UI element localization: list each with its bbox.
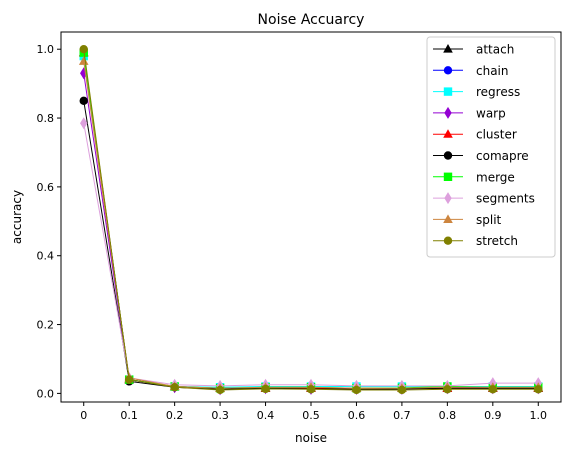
legend-label: stretch (476, 234, 518, 248)
chart-title: Noise Accuarcy (258, 12, 365, 28)
legend-label: merge (476, 170, 515, 184)
data-point-stretch (534, 385, 543, 394)
series-stretch (79, 45, 543, 395)
legend-label: chain (476, 64, 509, 78)
legend-label: comapre (476, 149, 529, 163)
legend: attach chain regress warp cluster comapre merg… (426, 36, 556, 258)
data-point-stretch (306, 385, 316, 394)
x-axis: 0 0.1 0.2 0.3 0.4 0.5 0.6 0.7 0.8 0.9 1.0 (80, 402, 547, 422)
legend-label: segments (476, 192, 535, 206)
legend-marker (443, 87, 453, 96)
data-point-stretch (352, 385, 361, 395)
data-point-stretch (443, 385, 452, 394)
legend-marker (443, 129, 453, 138)
y-axis: 0.0 0.2 0.4 0.6 0.8 1.0 (37, 43, 61, 400)
x-tick-label: 0.2 (166, 409, 184, 422)
y-tick-label: 0.2 (37, 319, 55, 332)
legend-entry-warp: warp (433, 106, 506, 120)
legend-marker (443, 236, 453, 245)
data-point-stretch (261, 384, 270, 394)
y-tick-label: 0.6 (37, 181, 55, 194)
legend-marker (443, 151, 453, 160)
legend-entry-cluster: cluster (433, 128, 517, 142)
x-tick-label: 0.7 (393, 409, 411, 422)
legend-label: regress (476, 85, 520, 99)
legend-label: attach (476, 43, 514, 57)
legend-entry-split: split (433, 213, 502, 227)
y-tick-label: 0.4 (37, 250, 55, 263)
x-tick-label: 0.8 (439, 409, 457, 422)
legend-entry-attach: attach (433, 43, 514, 57)
data-point-stretch (397, 385, 407, 395)
x-tick-label: 0.1 (120, 409, 138, 422)
data-point-segments (80, 117, 88, 130)
legend-marker (443, 44, 453, 53)
x-tick-label: 0.5 (302, 409, 320, 422)
series-layer (78, 45, 544, 396)
data-point-comapre (79, 96, 88, 106)
x-tick-label: 0.3 (211, 409, 229, 422)
x-tick-label: 0.4 (257, 409, 275, 422)
x-tick-label: 0.6 (348, 409, 366, 422)
legend-entry-comapre: comapre (433, 149, 529, 163)
legend-label: split (476, 213, 502, 227)
legend-marker (443, 172, 453, 181)
data-point-stretch (488, 385, 498, 394)
legend-marker (443, 66, 453, 75)
legend-entry-segments: segments (433, 192, 535, 206)
legend-entry-chain: chain (433, 64, 509, 78)
legend-marker (444, 106, 452, 119)
legend-marker (443, 214, 453, 223)
y-tick-label: 0.8 (37, 112, 55, 125)
legend-label: warp (476, 106, 506, 120)
data-point-stretch (79, 45, 88, 54)
x-tick-label: 0 (80, 409, 87, 422)
data-point-stretch (124, 375, 134, 384)
y-tick-label: 0.0 (37, 387, 55, 400)
y-axis-label: accuracy (10, 190, 24, 244)
y-tick-label: 1.0 (37, 43, 55, 56)
legend-entry-stretch: stretch (433, 234, 518, 248)
legend-entry-regress: regress (433, 85, 520, 99)
data-point-stretch (215, 385, 225, 395)
x-axis-label: noise (295, 431, 327, 445)
legend-entry-merge: merge (433, 170, 515, 184)
x-tick-label: 1.0 (530, 409, 548, 422)
data-point-split (78, 56, 89, 65)
x-tick-label: 0.9 (484, 409, 502, 422)
legend-marker (444, 192, 452, 205)
data-point-stretch (170, 383, 179, 392)
legend-label: cluster (476, 128, 517, 142)
